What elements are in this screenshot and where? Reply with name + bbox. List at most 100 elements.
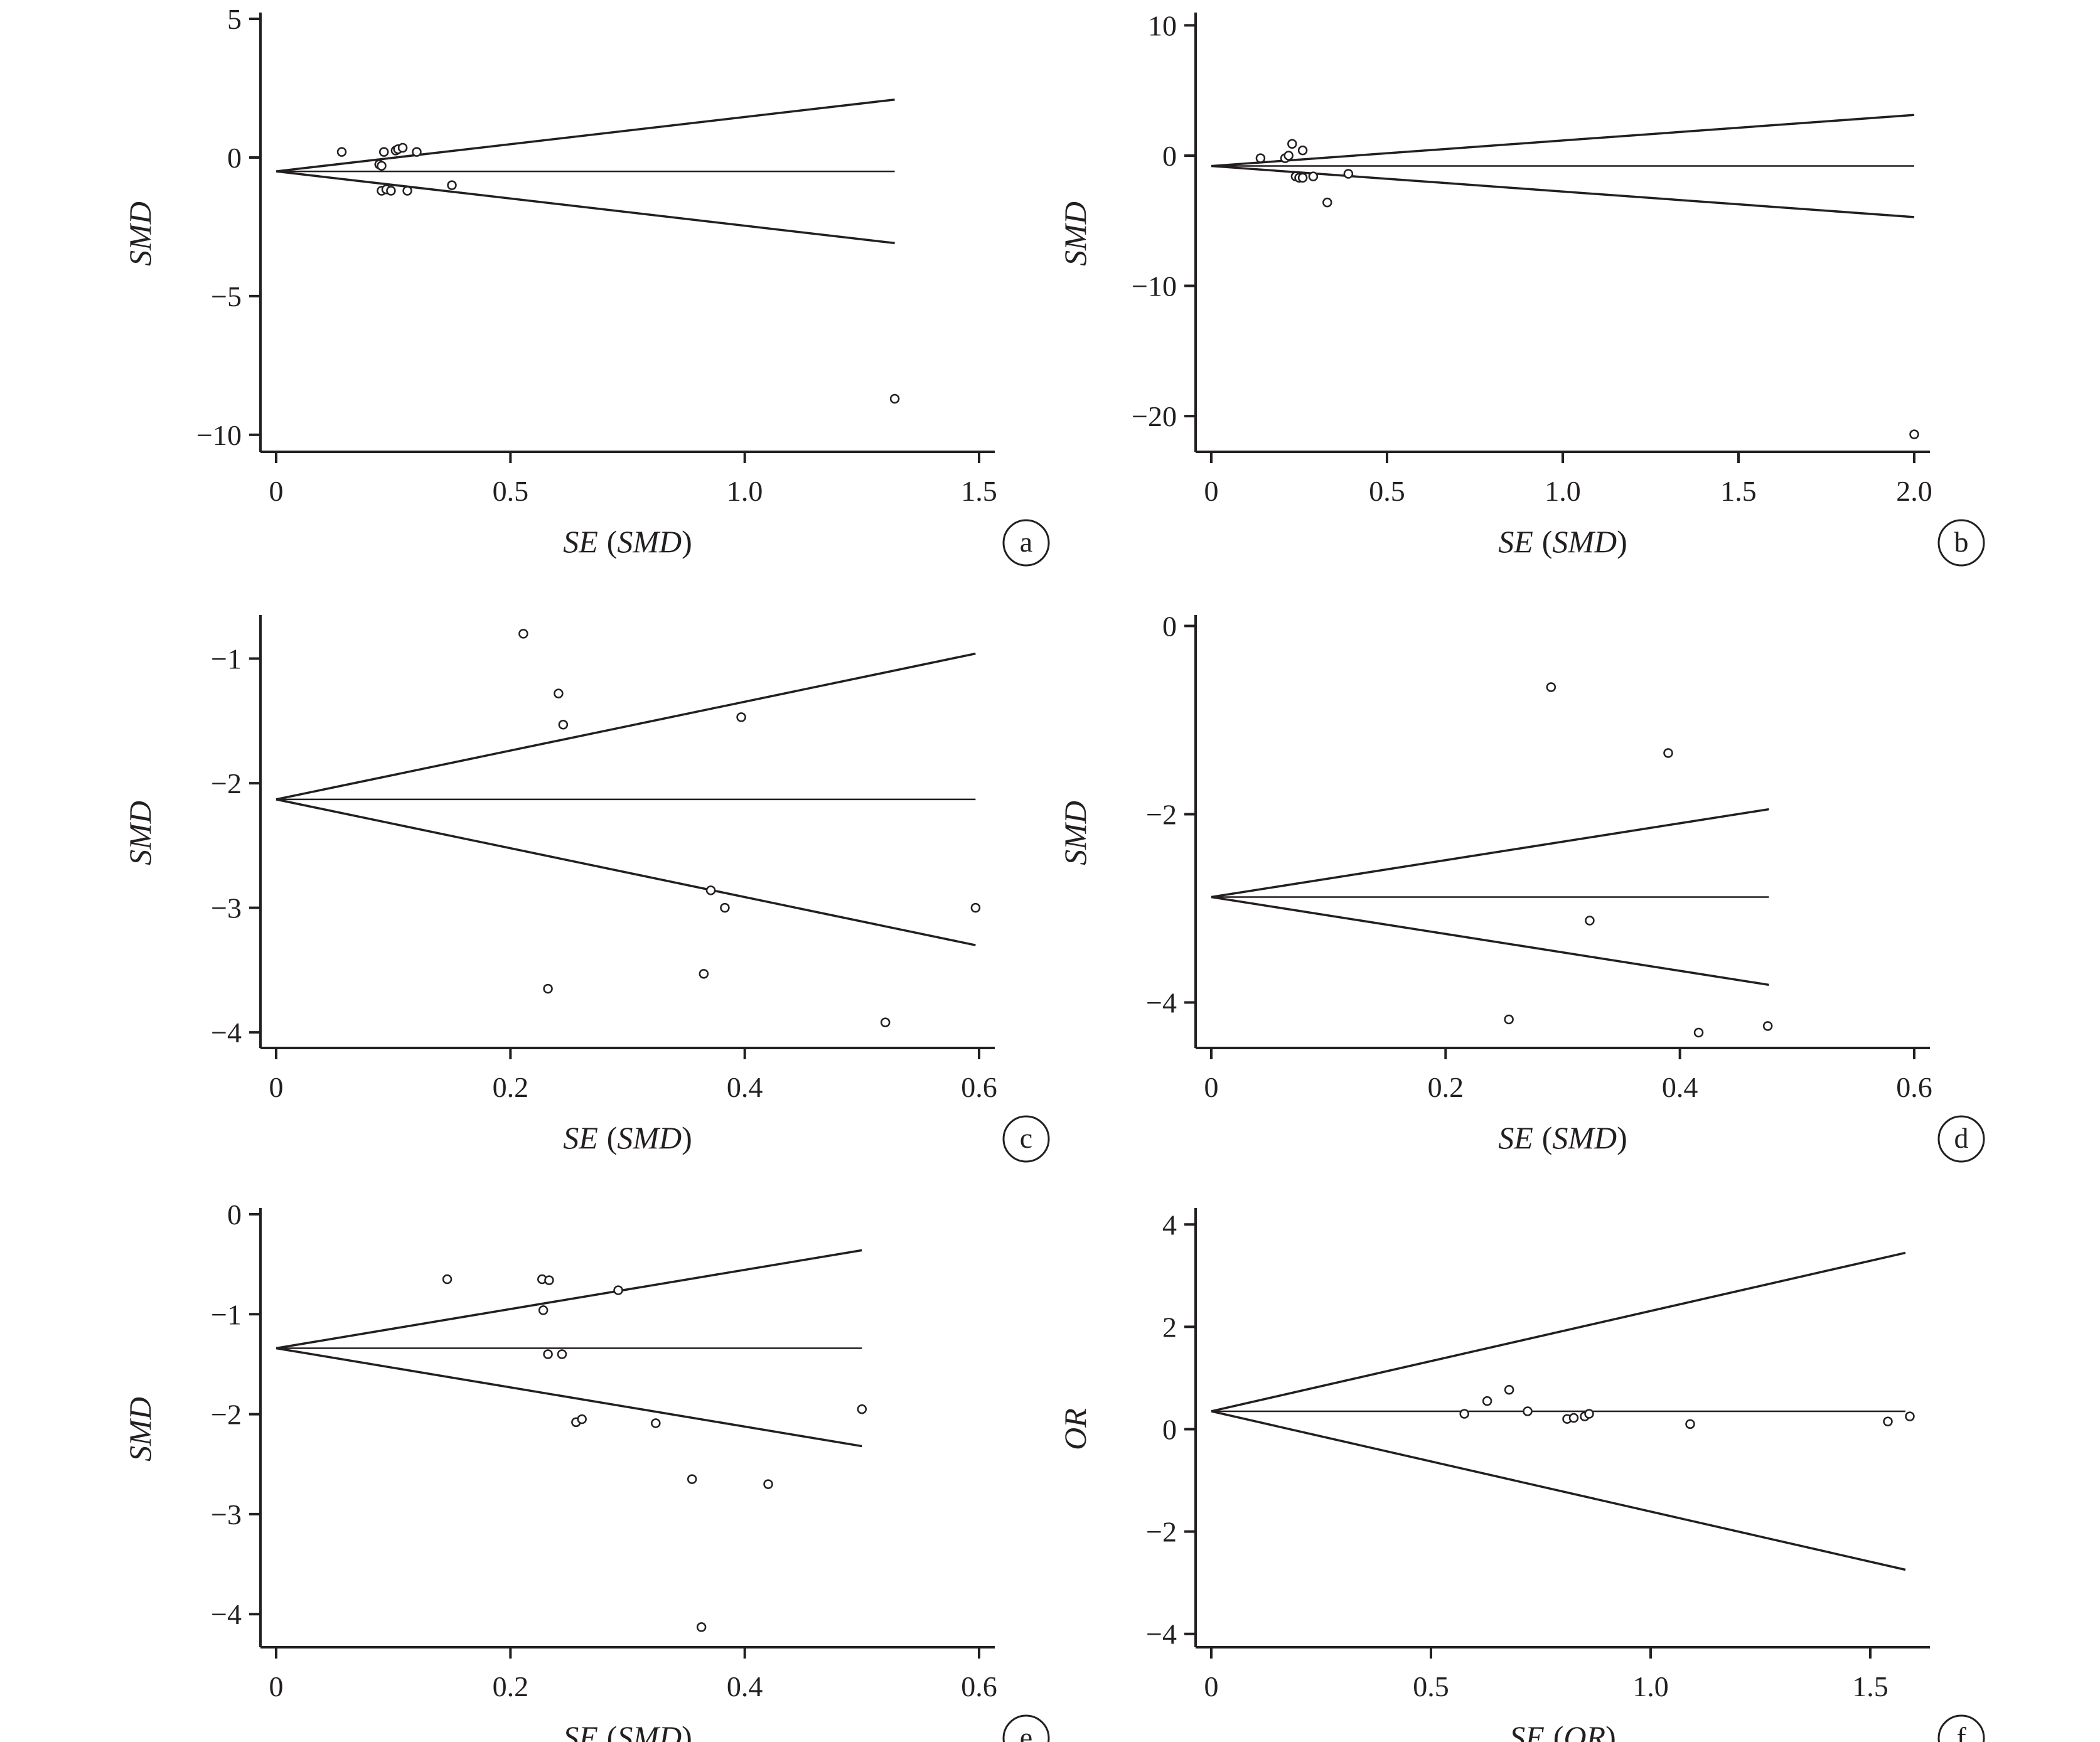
panel-a: 5 0 −5 −10 0 0.5 1.0 1.5 SMD SE (SMD) a: [122, 3, 1050, 567]
study-point: [558, 720, 569, 730]
study-point: [696, 1622, 707, 1632]
y-tick-label: −4: [1146, 1618, 1177, 1650]
funnel-upper-line: [1211, 114, 1915, 168]
funnel-lower-line: [276, 798, 976, 946]
y-axis-title: SMD: [1058, 801, 1093, 865]
y-tick-label: 5: [227, 3, 242, 35]
y-tick-label: −3: [211, 892, 242, 924]
study-point: [1905, 1411, 1915, 1421]
panel-letter: a: [1020, 526, 1032, 558]
panel-letter: f: [1956, 1721, 1966, 1742]
x-tick-label: 0.2: [493, 1670, 529, 1702]
y-tick-label: −3: [211, 1499, 242, 1531]
x-tick-label: 0.5: [493, 475, 529, 507]
x-axis-title: SE (SMD): [563, 524, 692, 559]
panel-letter-circle: [1937, 1714, 1985, 1742]
study-point: [1255, 153, 1266, 163]
study-point: [705, 885, 716, 895]
study-point: [720, 902, 730, 913]
y-axis-title: SMD: [1058, 201, 1093, 266]
x-tick-label: 0.2: [1428, 1071, 1464, 1103]
x-axis-title: SE (SMD): [1498, 524, 1627, 559]
funnel-lower-line: [1211, 164, 1915, 218]
y-tick-label: −20: [1132, 400, 1177, 432]
y-tick-label: 0: [227, 142, 242, 174]
x-tick-label: 0.6: [961, 1071, 997, 1103]
y-tick-label: 0: [1162, 1414, 1177, 1446]
study-point: [1762, 1021, 1773, 1031]
x-tick-label: 1.5: [961, 475, 997, 507]
study-point: [442, 1274, 453, 1285]
study-point: [377, 161, 387, 171]
study-point: [1504, 1384, 1514, 1395]
x-tick-label: 0.4: [727, 1071, 763, 1103]
study-point: [1322, 197, 1332, 208]
x-tick-label: 0.2: [493, 1071, 529, 1103]
study-point: [1546, 682, 1556, 692]
study-point: [613, 1285, 623, 1295]
y-tick-label: −1: [211, 1298, 242, 1330]
x-axis-title: SE (SMD): [563, 1719, 692, 1742]
study-point: [651, 1418, 661, 1428]
y-axis-title: SMD: [122, 201, 158, 266]
y-tick-label: −2: [1146, 1516, 1177, 1548]
panel-letter: d: [1954, 1122, 1969, 1154]
panel-letter-circle: [1937, 519, 1985, 567]
study-point: [763, 1479, 773, 1489]
study-point: [543, 983, 553, 994]
study-point: [412, 147, 422, 157]
x-axis-title: SE (OR): [1509, 1719, 1616, 1742]
study-point: [543, 1349, 553, 1359]
y-tick-label: −4: [1146, 987, 1177, 1019]
panel-c: −1 −2 −3 −4 0 0.2 0.4 0.6 SMD SE (SMD) c: [122, 615, 1050, 1163]
panel-letter-circle: [1002, 519, 1050, 567]
x-tick-label: 0: [1204, 1071, 1219, 1103]
x-tick-label: 1.5: [1720, 475, 1757, 507]
study-point: [1283, 151, 1294, 161]
study-point: [1287, 139, 1297, 149]
study-point: [1504, 1014, 1514, 1025]
funnel-lower-line: [1211, 1410, 1906, 1571]
x-axis-title: SE (SMD): [1498, 1120, 1627, 1155]
funnel-lower-line: [276, 1347, 862, 1448]
study-point: [1568, 1413, 1579, 1423]
study-point: [736, 712, 746, 722]
study-point: [1308, 171, 1319, 181]
x-tick-label: 0: [1204, 1670, 1219, 1702]
x-axis-title: SE (SMD): [563, 1120, 692, 1155]
study-point: [386, 186, 396, 196]
x-tick-label: 0.4: [727, 1670, 763, 1702]
x-tick-label: 1.0: [727, 475, 763, 507]
study-point: [1459, 1409, 1469, 1419]
x-tick-label: 1.5: [1852, 1670, 1888, 1702]
funnel-upper-line: [276, 98, 895, 173]
panel-d: 0 −2 −4 0 0.2 0.4 0.6 SMD SE (SMD) d: [1058, 611, 1985, 1163]
study-point: [970, 902, 981, 913]
study-point: [518, 629, 528, 639]
y-tick-label: −10: [196, 419, 242, 451]
y-tick-label: −2: [1146, 799, 1177, 831]
y-tick-label: −4: [211, 1598, 242, 1630]
x-tick-label: 0: [269, 475, 284, 507]
study-point: [880, 1017, 891, 1028]
y-tick-label: 4: [1162, 1209, 1177, 1241]
study-point: [889, 393, 900, 404]
x-tick-label: 0.4: [1662, 1071, 1698, 1103]
x-tick-label: 0.6: [961, 1670, 997, 1702]
x-tick-label: 0: [269, 1670, 284, 1702]
y-tick-label: −5: [211, 281, 242, 313]
panel-letter: b: [1954, 526, 1969, 558]
funnel-upper-line: [1211, 808, 1769, 899]
y-tick-label: 10: [1148, 9, 1177, 41]
study-point: [1297, 145, 1308, 156]
study-point: [577, 1414, 587, 1424]
panel-b: 10 0 −10 −20 0 0.5 1.0 1.5 2.0 SMD SE (SMD) b: [1058, 9, 1985, 567]
panel-e: 0 −1 −2 −3 −4 0 0.2 0.4 0.6 SMD SE (SMD) e: [122, 1199, 1050, 1742]
x-tick-label: 1.0: [1545, 475, 1581, 507]
study-point: [557, 1349, 567, 1359]
study-point: [538, 1305, 549, 1315]
panel-letter: e: [1020, 1721, 1032, 1742]
y-tick-label: 2: [1162, 1311, 1177, 1343]
x-tick-label: 0: [1204, 475, 1219, 507]
